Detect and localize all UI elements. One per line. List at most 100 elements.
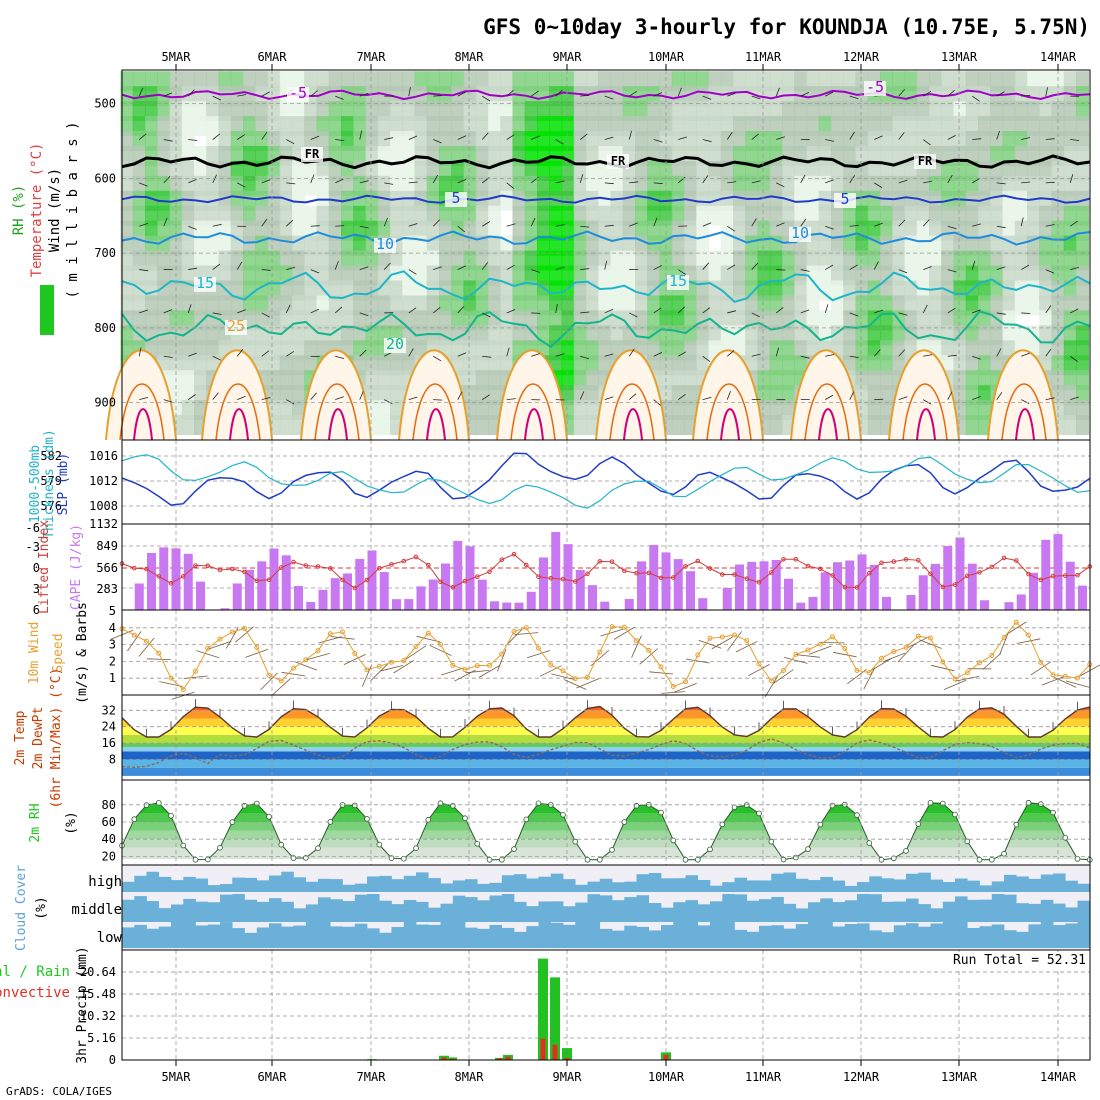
- wind-barb: [629, 90, 638, 97]
- precip-convective-bar: [497, 1058, 503, 1060]
- rh-point: [682, 856, 689, 863]
- hot-layer-arch: [916, 408, 936, 441]
- tick-label-right: 1012: [89, 474, 118, 488]
- cloud-bar: [416, 872, 429, 892]
- wind-barb: [286, 266, 296, 270]
- thickness-line: [121, 454, 1090, 509]
- cloud-bar: [759, 880, 772, 892]
- cloud-bar: [795, 924, 809, 948]
- cloud-bar: [158, 926, 172, 948]
- wind-barb: [800, 174, 806, 184]
- wind-barb-10m: [306, 653, 330, 661]
- wind-barb-10m: [1030, 661, 1051, 676]
- cloud-bar: [918, 872, 931, 892]
- cape-bar: [1029, 572, 1038, 610]
- wind-barb: [776, 222, 785, 227]
- cloud-bar: [207, 902, 221, 922]
- rh-shade-cell: [304, 175, 318, 196]
- day-label-bottom: 12MAR: [843, 1070, 880, 1084]
- cloud-bar: [342, 884, 356, 892]
- wind-barb: [408, 269, 417, 275]
- cape-bar: [686, 571, 695, 610]
- wind-barb: [212, 312, 222, 315]
- cloud-bar: [967, 927, 980, 948]
- tick-label: 5: [109, 604, 116, 618]
- isotherm-line: [121, 310, 1091, 349]
- cloud-bar: [648, 903, 662, 922]
- wind-barb: [261, 179, 271, 184]
- rh-point: [462, 815, 468, 821]
- cape-bar: [220, 608, 230, 610]
- rh-point: [1001, 850, 1007, 857]
- temp-bands: [122, 706, 1090, 776]
- wind-barb: [579, 391, 585, 400]
- wind-barb: [335, 355, 345, 359]
- cloud-bar: [379, 900, 392, 922]
- wind-barb: [1045, 138, 1055, 140]
- cloud-bar: [575, 922, 588, 948]
- tick-label: 582: [40, 449, 62, 463]
- wind-barb: [188, 352, 197, 357]
- rh-shade-cell: [181, 415, 195, 436]
- wind-barb: [310, 225, 320, 227]
- wind-barb-10m: [907, 636, 930, 649]
- wind-barb: [285, 219, 294, 227]
- wind-barb-10m: [955, 676, 980, 682]
- rh-point: [400, 855, 407, 862]
- y-axis-label: Wind (m/s): [47, 168, 63, 252]
- wind-barb: [849, 95, 859, 100]
- wind-barb: [138, 133, 147, 140]
- temp-dewpoint-panel: 32 24 16 8 2m Temp 2m DewPt (6hr Min/Max) (°C): [13, 668, 1091, 808]
- cloud-bar: [477, 928, 490, 948]
- rh-shade-cell: [1014, 295, 1028, 316]
- wind-barb: [825, 394, 834, 400]
- li-line: [121, 553, 1091, 589]
- wind-barb-10m: [539, 665, 562, 677]
- wind-barb: [1021, 312, 1031, 314]
- li-point: [756, 580, 762, 585]
- wind-barb: [972, 138, 982, 140]
- wind-barb: [212, 355, 222, 361]
- tick-label: 60: [102, 815, 116, 829]
- wind-barb: [678, 393, 686, 400]
- wind-barb-10m: [405, 645, 427, 660]
- rh-point: [609, 847, 615, 853]
- contour-label: FR: [305, 147, 320, 161]
- wind-barb: [775, 347, 780, 357]
- wind-barb-10m: [674, 683, 697, 693]
- cloud-bar: [1077, 883, 1091, 892]
- tick-label: 2: [109, 654, 116, 668]
- day-label-bottom: 7MAR: [357, 1070, 387, 1084]
- cloud-bar: [171, 904, 184, 922]
- li-point: [462, 578, 468, 584]
- cloud-bar: [232, 894, 245, 922]
- wind-barb: [898, 269, 908, 274]
- wind-barb: [1021, 181, 1031, 184]
- cape-bar: [808, 596, 818, 610]
- wind-barb: [359, 349, 367, 357]
- wind-speed-point: [646, 647, 652, 653]
- cape-bar: [269, 548, 279, 610]
- cloud-bar: [281, 926, 294, 948]
- contour-label: 15: [196, 274, 214, 292]
- wind-barb: [237, 395, 246, 401]
- wind-barb: [873, 261, 879, 270]
- li-point: [340, 577, 345, 583]
- wind-barb: [432, 219, 440, 227]
- wind-barb: [677, 306, 686, 314]
- cloud-bar: [220, 884, 233, 892]
- cloud-bar: [403, 900, 417, 922]
- wind-barb: [457, 91, 466, 97]
- wind-barb: [408, 87, 411, 97]
- wind-barb: [310, 392, 317, 400]
- cloud-bar: [636, 895, 650, 922]
- warm-layer-arch-inner: [706, 383, 752, 441]
- wind-speed-point: [756, 661, 762, 667]
- wind-barb: [751, 353, 761, 357]
- cloud-bar: [991, 924, 1005, 948]
- wind-barb: [874, 309, 883, 314]
- wind-speed-point: [1026, 632, 1031, 638]
- rh-point: [364, 816, 370, 822]
- y-axis-label: CAPE (J/kg): [69, 524, 84, 610]
- rh-point: [731, 804, 738, 811]
